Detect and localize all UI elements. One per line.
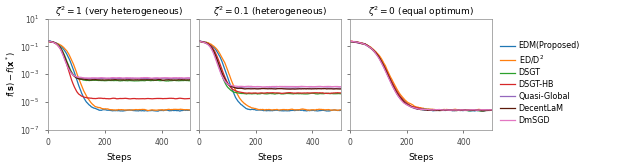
Legend: EDM(Proposed), ED/D$^2$, DSGT, DSGT-HB, Quasi-Global, DecentLaM, DmSGD: EDM(Proposed), ED/D$^2$, DSGT, DSGT-HB, … (500, 41, 580, 125)
Quasi-Global (346, 40, 354, 42)
Quasi-Global (413, 108, 421, 110)
Quasi-Global (448, 109, 456, 111)
DSGT (422, 108, 430, 110)
DmSGD (414, 108, 422, 110)
Line: DSGT-HB: DSGT-HB (350, 41, 492, 110)
DecentLaM (346, 41, 354, 42)
ED/D$^2$ (346, 41, 354, 42)
Quasi-Global (422, 109, 430, 111)
DecentLaM (423, 109, 431, 111)
DmSGD (430, 109, 438, 111)
ED/D$^2$ (461, 110, 469, 112)
DmSGD (488, 109, 495, 111)
DecentLaM (413, 108, 421, 110)
ED/D$^2$ (488, 109, 495, 111)
Quasi-Global (430, 109, 438, 111)
DSGT-HB (413, 107, 421, 109)
Title: $\zeta^2 = 1$ (very heterogeneous): $\zeta^2 = 1$ (very heterogeneous) (55, 4, 183, 19)
Quasi-Global (488, 109, 495, 111)
DecentLaM (463, 109, 470, 111)
Quasi-Global (484, 109, 492, 111)
EDM(Proposed) (415, 107, 422, 109)
DSGT-HB (488, 109, 495, 111)
DSGT (430, 109, 438, 111)
Line: DSGT: DSGT (350, 42, 492, 111)
DmSGD (422, 109, 430, 111)
DSGT (414, 108, 422, 110)
ED/D$^2$ (463, 109, 470, 111)
DSGT (478, 110, 486, 112)
Quasi-Global (414, 108, 422, 110)
EDM(Proposed) (431, 110, 438, 112)
ED/D$^2$ (413, 106, 421, 108)
DSGT-HB (415, 107, 422, 109)
DSGT-HB (348, 40, 356, 42)
X-axis label: Steps: Steps (106, 153, 132, 162)
DmSGD (413, 108, 421, 110)
DSGT (462, 109, 470, 111)
DecentLaM (346, 41, 354, 42)
Title: $\zeta^2 = 0$ (equal optimum): $\zeta^2 = 0$ (equal optimum) (368, 4, 474, 19)
DSGT (346, 41, 354, 42)
X-axis label: Steps: Steps (408, 153, 433, 162)
DSGT-HB (431, 109, 438, 111)
EDM(Proposed) (351, 41, 359, 42)
ED/D$^2$ (485, 109, 493, 111)
DecentLaM (479, 110, 487, 112)
DSGT (484, 109, 492, 111)
EDM(Proposed) (470, 110, 478, 112)
DmSGD (462, 109, 470, 111)
EDM(Proposed) (346, 41, 354, 43)
ED/D$^2$ (346, 41, 354, 42)
EDM(Proposed) (463, 109, 470, 111)
DecentLaM (431, 109, 438, 111)
EDM(Proposed) (413, 107, 421, 109)
Line: DecentLaM: DecentLaM (350, 42, 492, 111)
Line: EDM(Proposed): EDM(Proposed) (350, 42, 492, 111)
ED/D$^2$ (423, 108, 431, 110)
DmSGD (484, 109, 492, 111)
DSGT-HB (485, 109, 493, 111)
Line: DmSGD: DmSGD (350, 41, 492, 110)
DSGT (413, 108, 421, 110)
DSGT-HB (463, 109, 470, 111)
X-axis label: Steps: Steps (257, 153, 283, 162)
Quasi-Global (463, 109, 470, 111)
DSGT-HB (346, 40, 354, 42)
DmSGD (473, 109, 481, 111)
DmSGD (346, 40, 354, 42)
DecentLaM (415, 108, 422, 110)
Line: ED/D$^2$: ED/D$^2$ (350, 42, 492, 111)
ED/D$^2$ (415, 106, 422, 108)
EDM(Proposed) (485, 109, 493, 111)
ED/D$^2$ (431, 108, 438, 110)
DecentLaM (488, 109, 495, 111)
DSGT-HB (423, 108, 431, 110)
Y-axis label: $f(\mathbf{s}) - f(\mathbf{x}^*)$: $f(\mathbf{s}) - f(\mathbf{x}^*)$ (4, 51, 17, 97)
EDM(Proposed) (423, 109, 431, 111)
DSGT-HB (452, 109, 460, 111)
Line: Quasi-Global: Quasi-Global (350, 41, 492, 110)
DSGT (488, 109, 495, 111)
DecentLaM (485, 110, 493, 112)
Title: $\zeta^2 = 0.1$ (heterogeneous): $\zeta^2 = 0.1$ (heterogeneous) (212, 4, 327, 19)
EDM(Proposed) (488, 109, 495, 111)
